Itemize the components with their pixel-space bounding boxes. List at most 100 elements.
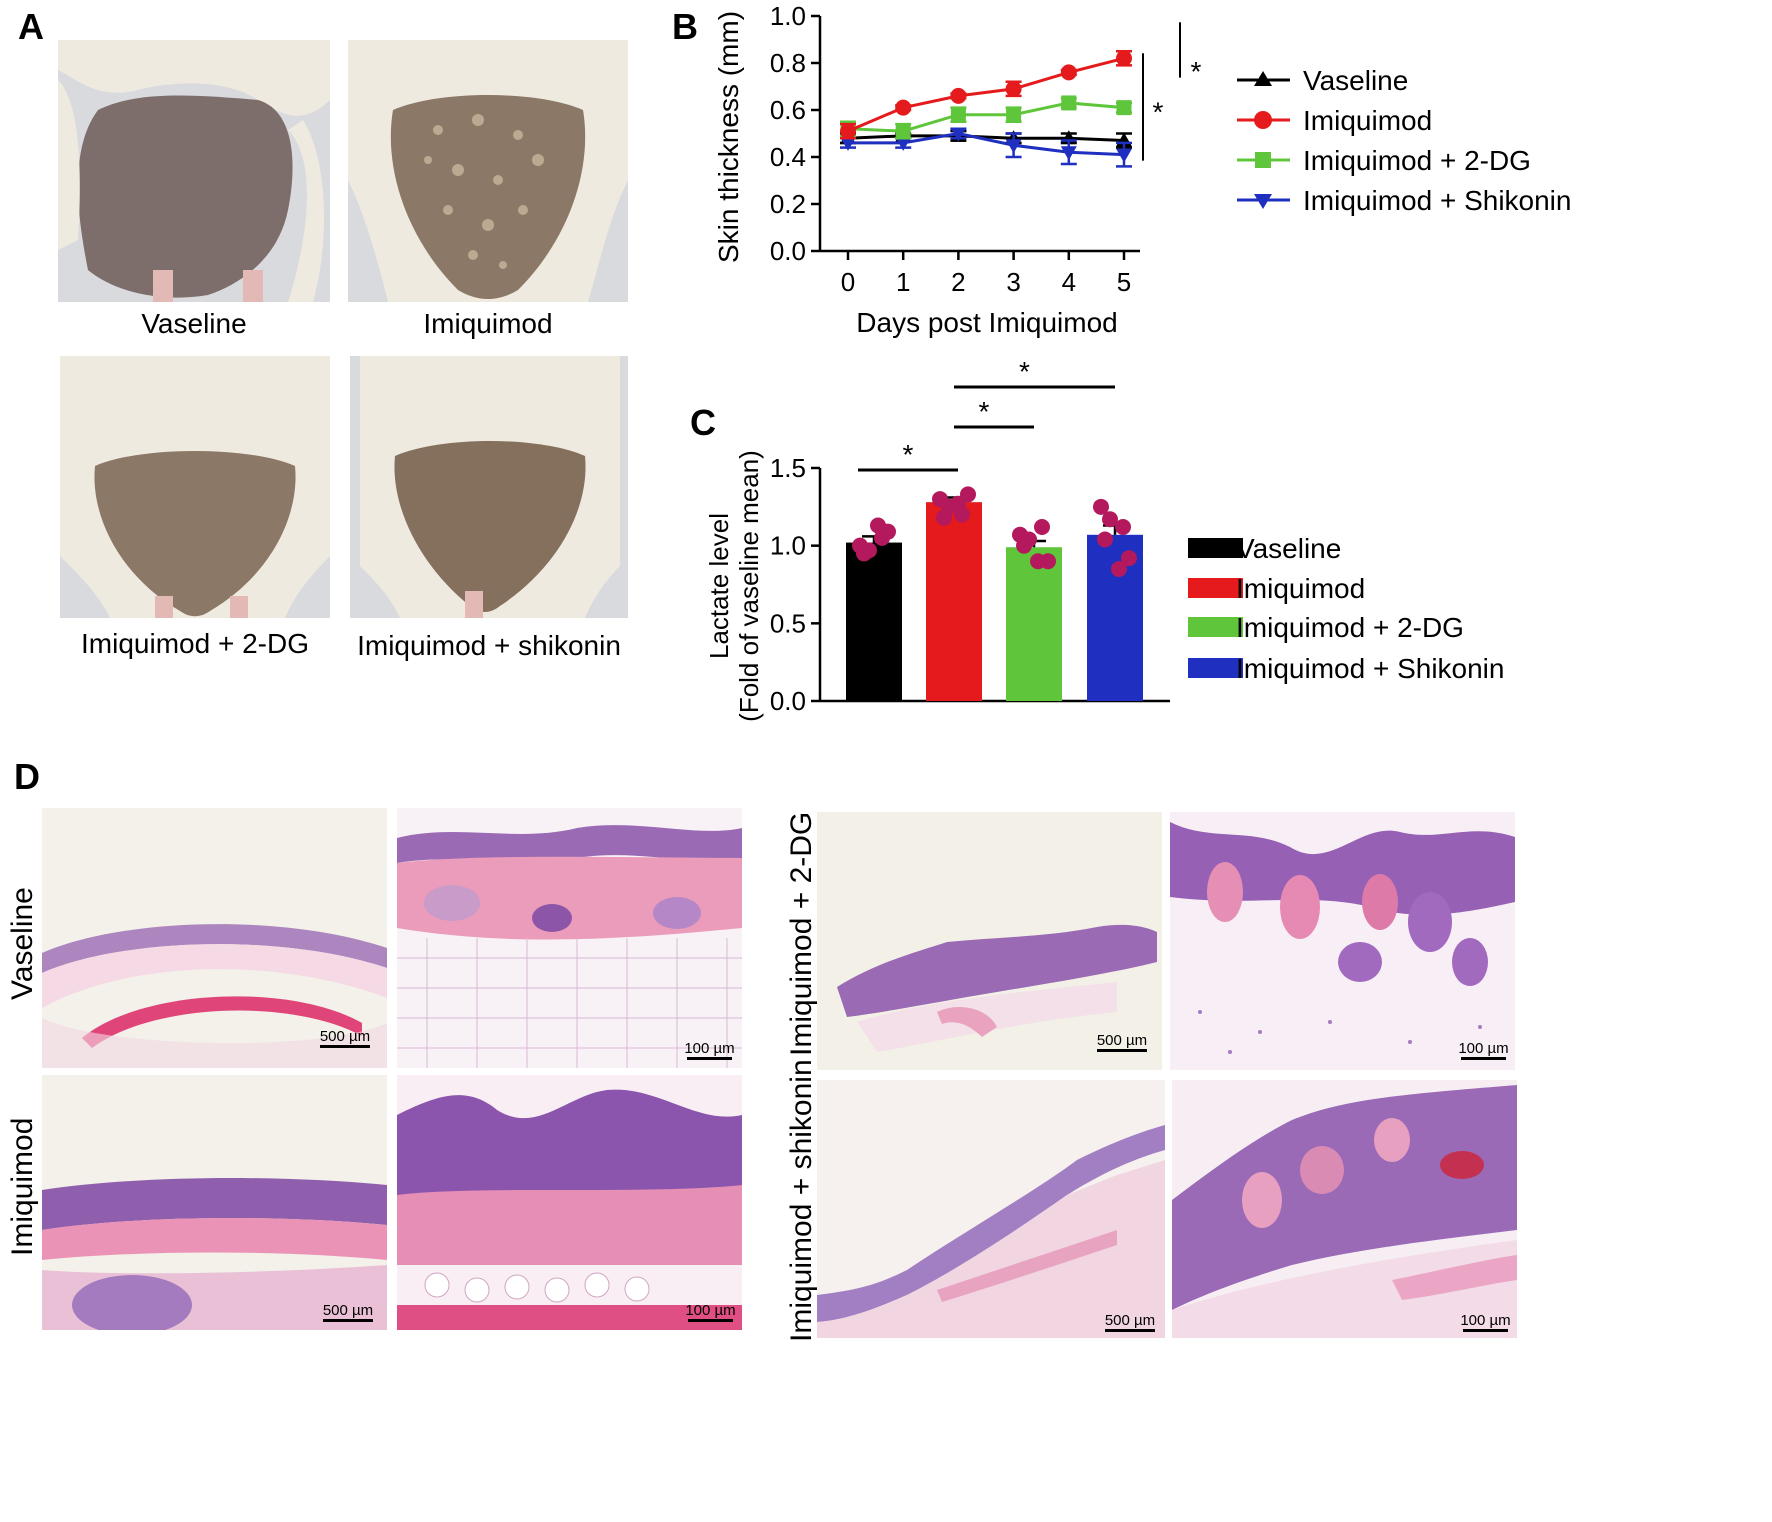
significance-star: * [903,439,914,470]
data-point [1116,50,1132,67]
legend-swatch [1188,658,1243,678]
y-tick-label: 0.6 [770,95,806,125]
data-point [1034,519,1050,536]
histology-vaseline-high [397,808,742,1068]
scale-bar-label: 500 µm [322,1302,374,1319]
y-tick-label: 0.8 [770,48,806,78]
data-point [1016,537,1032,554]
histology-imiquimod-low [42,1075,387,1330]
row-label-imiquimod: Imiquimod [6,1117,39,1256]
bar [846,542,902,701]
y-tick-label: 0.0 [770,686,806,716]
significance-star: * [1191,56,1202,87]
mouse-photo-imiquimod [348,40,628,302]
data-point [950,87,967,104]
panel-letter-b: B [672,6,698,47]
x-tick-label: 3 [1006,267,1020,297]
legend-swatch [1188,617,1243,637]
data-point [1030,553,1046,570]
bar [926,502,982,701]
panel-letter-c: C [690,402,716,443]
legend-label: Vaseline [1303,65,1408,96]
y-axis-label: Lactate level [704,513,734,659]
y-tick-label: 1.5 [770,453,806,483]
legend-label: Imiquimod [1236,573,1365,604]
data-point [856,545,872,562]
scale-bar-label: 100 µm [685,1302,736,1319]
histology-2dg-high [1170,812,1515,1070]
mouse-photo-imiquimod-shikonin [350,356,628,618]
data-point [840,123,856,140]
legend-swatch [1188,578,1243,598]
scale-bar-label: 500 µm [319,1028,371,1045]
y-tick-label: 0.4 [770,142,806,172]
legend-label: Vaseline [1236,533,1341,564]
histology-shikonin-high [1172,1080,1517,1338]
y-axis-label: Skin thickness (mm) [713,11,744,263]
row-label-imiquimod-2dg: Imiquimod + 2-DG [785,811,818,1056]
row-label-vaseline: Vaseline [6,887,39,1000]
series-line [847,134,1125,143]
scale-bar-label: 100 µm [1460,1312,1511,1329]
data-point [870,517,886,534]
data-point [1005,139,1022,154]
x-tick-label: 4 [1062,267,1076,297]
significance-star: * [1153,96,1164,127]
data-point [936,509,952,526]
data-point [1006,107,1022,123]
panel-letter-d: D [14,756,40,797]
y-tick-label: 0.0 [770,236,806,266]
mouse-photo-imiquimod-2dg [60,356,330,618]
photo-caption-imiquimod-2dg: Imiquimod + 2-DG [81,628,309,659]
data-point [1093,498,1109,515]
lactate-level-bar-chart: 0.0 0.5 1.0 1.5 Lactate level (Fold of vaseli… [704,356,1504,722]
scale-bar-label: 100 µm [1458,1040,1509,1057]
y-tick-label: 1.0 [770,531,806,561]
legend-swatch [1188,538,1243,558]
scale-bar-label: 100 µm [684,1040,735,1057]
data-point [1060,64,1077,81]
significance-star: * [979,396,990,427]
x-tick-label: 0 [841,267,855,297]
scale-bar-100: 100 µm [1456,1040,1511,1060]
row-label-imiquimod-shikonin: Imiquimod + shikonin [785,1059,818,1342]
x-tick-label: 2 [951,267,965,297]
photo-caption-imiquimod: Imiquimod [423,308,553,339]
bar [1006,547,1062,701]
data-point [1116,148,1132,163]
data-point [1097,531,1113,548]
mouse-photo-vaseline [58,40,330,302]
photo-caption-imiquimod-shikonin: Imiquimod + shikonin [357,630,621,661]
scale-bar-label: 500 µm [1104,1312,1156,1329]
data-point [960,486,976,503]
data-point [840,136,856,151]
y-tick-label: 0.5 [770,608,806,638]
data-point [895,99,912,116]
histology-vaseline-low [42,808,387,1068]
photo-caption-vaseline: Vaseline [141,308,247,339]
y-axis-label-2: (Fold of vaseline mean) [734,450,764,722]
panel-letter-a: A [18,6,44,47]
histology-2dg-low [817,812,1162,1070]
data-point [1116,100,1132,116]
legend-label: Imiquimod + 2-DG [1236,612,1464,643]
legend-label: Imiquimod [1303,105,1432,136]
data-point [895,123,911,139]
data-point [1115,519,1131,536]
legend-label: Imiquimod + 2-DG [1303,145,1531,176]
data-point [1005,80,1022,97]
scale-bar-500: 500 µm [318,1302,378,1322]
data-point [950,495,966,512]
scale-bar-100: 100 µm [683,1302,738,1322]
legend-marker [1255,152,1271,168]
series-line [848,131,1125,157]
x-tick-label: 5 [1117,267,1131,297]
scale-bar-500: 500 µm [315,1028,375,1048]
data-point [950,107,966,123]
data-point [1102,511,1118,528]
data-point [1111,560,1127,577]
scale-bar-100: 100 µm [1458,1312,1513,1332]
y-tick-label: 1.0 [770,1,806,31]
legend-marker [1254,111,1272,129]
legend-marker [1254,194,1272,209]
